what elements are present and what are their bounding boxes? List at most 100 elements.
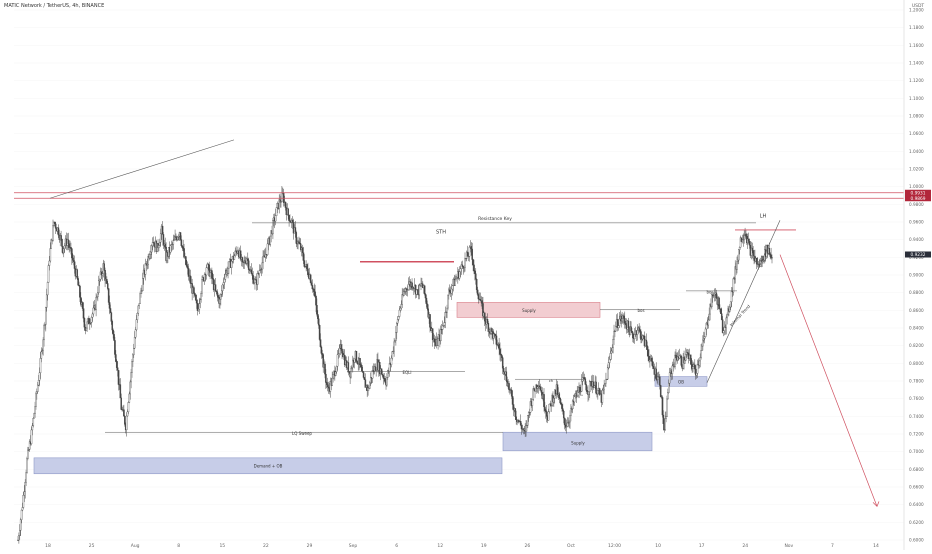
candle xyxy=(30,426,33,446)
candle-body xyxy=(694,364,696,370)
candle-body xyxy=(206,263,209,268)
candle xyxy=(573,394,576,406)
candle xyxy=(216,289,219,302)
candle-body xyxy=(446,307,448,313)
candle xyxy=(54,221,56,227)
candle xyxy=(187,263,190,281)
candle-body xyxy=(18,535,20,541)
candle xyxy=(734,260,736,284)
candle xyxy=(400,300,403,311)
candle xyxy=(563,417,566,430)
candle-body xyxy=(698,360,701,366)
candle-body xyxy=(414,284,417,295)
candle xyxy=(141,272,144,292)
candle-body xyxy=(141,277,144,291)
candle-body xyxy=(661,397,664,416)
candle xyxy=(41,348,44,355)
candle-body xyxy=(645,339,648,346)
candle xyxy=(568,419,570,428)
price-badge-bg xyxy=(905,251,931,258)
candle-body xyxy=(647,349,649,357)
candle xyxy=(228,261,230,275)
candle-body xyxy=(527,412,530,416)
candle-body xyxy=(177,236,179,241)
candle xyxy=(692,361,694,373)
candle-body xyxy=(482,303,484,317)
candle-body xyxy=(690,358,692,365)
candle xyxy=(620,313,622,328)
candle xyxy=(67,232,70,250)
candle xyxy=(407,277,410,291)
candle xyxy=(702,335,704,351)
candle xyxy=(260,267,263,277)
candle-body xyxy=(586,390,588,392)
candle-body xyxy=(332,374,334,379)
candle xyxy=(441,320,444,335)
candle xyxy=(391,350,394,361)
candle-body xyxy=(603,384,605,390)
candle xyxy=(299,237,301,245)
annotation-label: Internal Trend xyxy=(729,303,752,327)
candle xyxy=(63,248,65,258)
candle xyxy=(505,366,508,383)
candle xyxy=(729,304,731,313)
candle xyxy=(115,350,117,363)
candle xyxy=(763,259,765,263)
y-tick-label: 0.9600 xyxy=(909,220,924,225)
candle-body xyxy=(91,313,94,318)
candle xyxy=(608,355,611,369)
candle xyxy=(48,255,51,271)
candle xyxy=(597,387,599,400)
candle-body xyxy=(666,398,668,417)
candle-body xyxy=(547,411,550,421)
candle xyxy=(661,395,664,418)
candle-body xyxy=(109,308,112,313)
candle-body xyxy=(720,308,722,314)
candle xyxy=(614,329,616,338)
candle xyxy=(212,272,214,285)
candle-body xyxy=(431,328,434,341)
candle xyxy=(592,375,595,390)
candle xyxy=(399,306,402,313)
candle xyxy=(652,361,655,369)
candle xyxy=(726,312,728,325)
candle xyxy=(32,417,35,428)
candle-body xyxy=(351,367,353,369)
candle xyxy=(327,381,330,394)
candle-body xyxy=(185,256,187,265)
candle-body xyxy=(498,343,500,350)
candle xyxy=(314,284,316,299)
time-axis[interactable]: 18 25 Aug 8 15 22 29 Sep 6 12 19 26 Oct 12:00 10 17 24 No… xyxy=(45,543,879,549)
candle xyxy=(31,423,34,436)
candle xyxy=(718,296,720,310)
candle-body xyxy=(309,274,312,283)
candle-body xyxy=(494,334,497,337)
candle xyxy=(108,295,111,315)
candle xyxy=(392,346,394,355)
candle xyxy=(68,240,70,253)
candle-body xyxy=(425,297,428,305)
candle xyxy=(426,300,429,311)
candle-body xyxy=(375,369,377,372)
x-tick-label: 18 xyxy=(45,543,51,549)
candle xyxy=(528,408,531,419)
candle xyxy=(23,485,26,503)
candle-body xyxy=(100,271,103,276)
candle xyxy=(540,386,543,396)
candle xyxy=(393,337,395,357)
candle-body xyxy=(395,332,397,341)
candle xyxy=(44,321,46,330)
candle-body xyxy=(650,358,653,362)
candle xyxy=(678,348,681,360)
candle-body xyxy=(320,346,323,354)
candle xyxy=(254,276,256,290)
candle-body xyxy=(501,354,503,358)
candle xyxy=(707,315,710,329)
x-tick-label: 24 xyxy=(742,543,748,549)
candle-body xyxy=(684,359,686,364)
candle xyxy=(589,379,591,398)
candle xyxy=(538,379,541,390)
candle xyxy=(123,404,125,417)
